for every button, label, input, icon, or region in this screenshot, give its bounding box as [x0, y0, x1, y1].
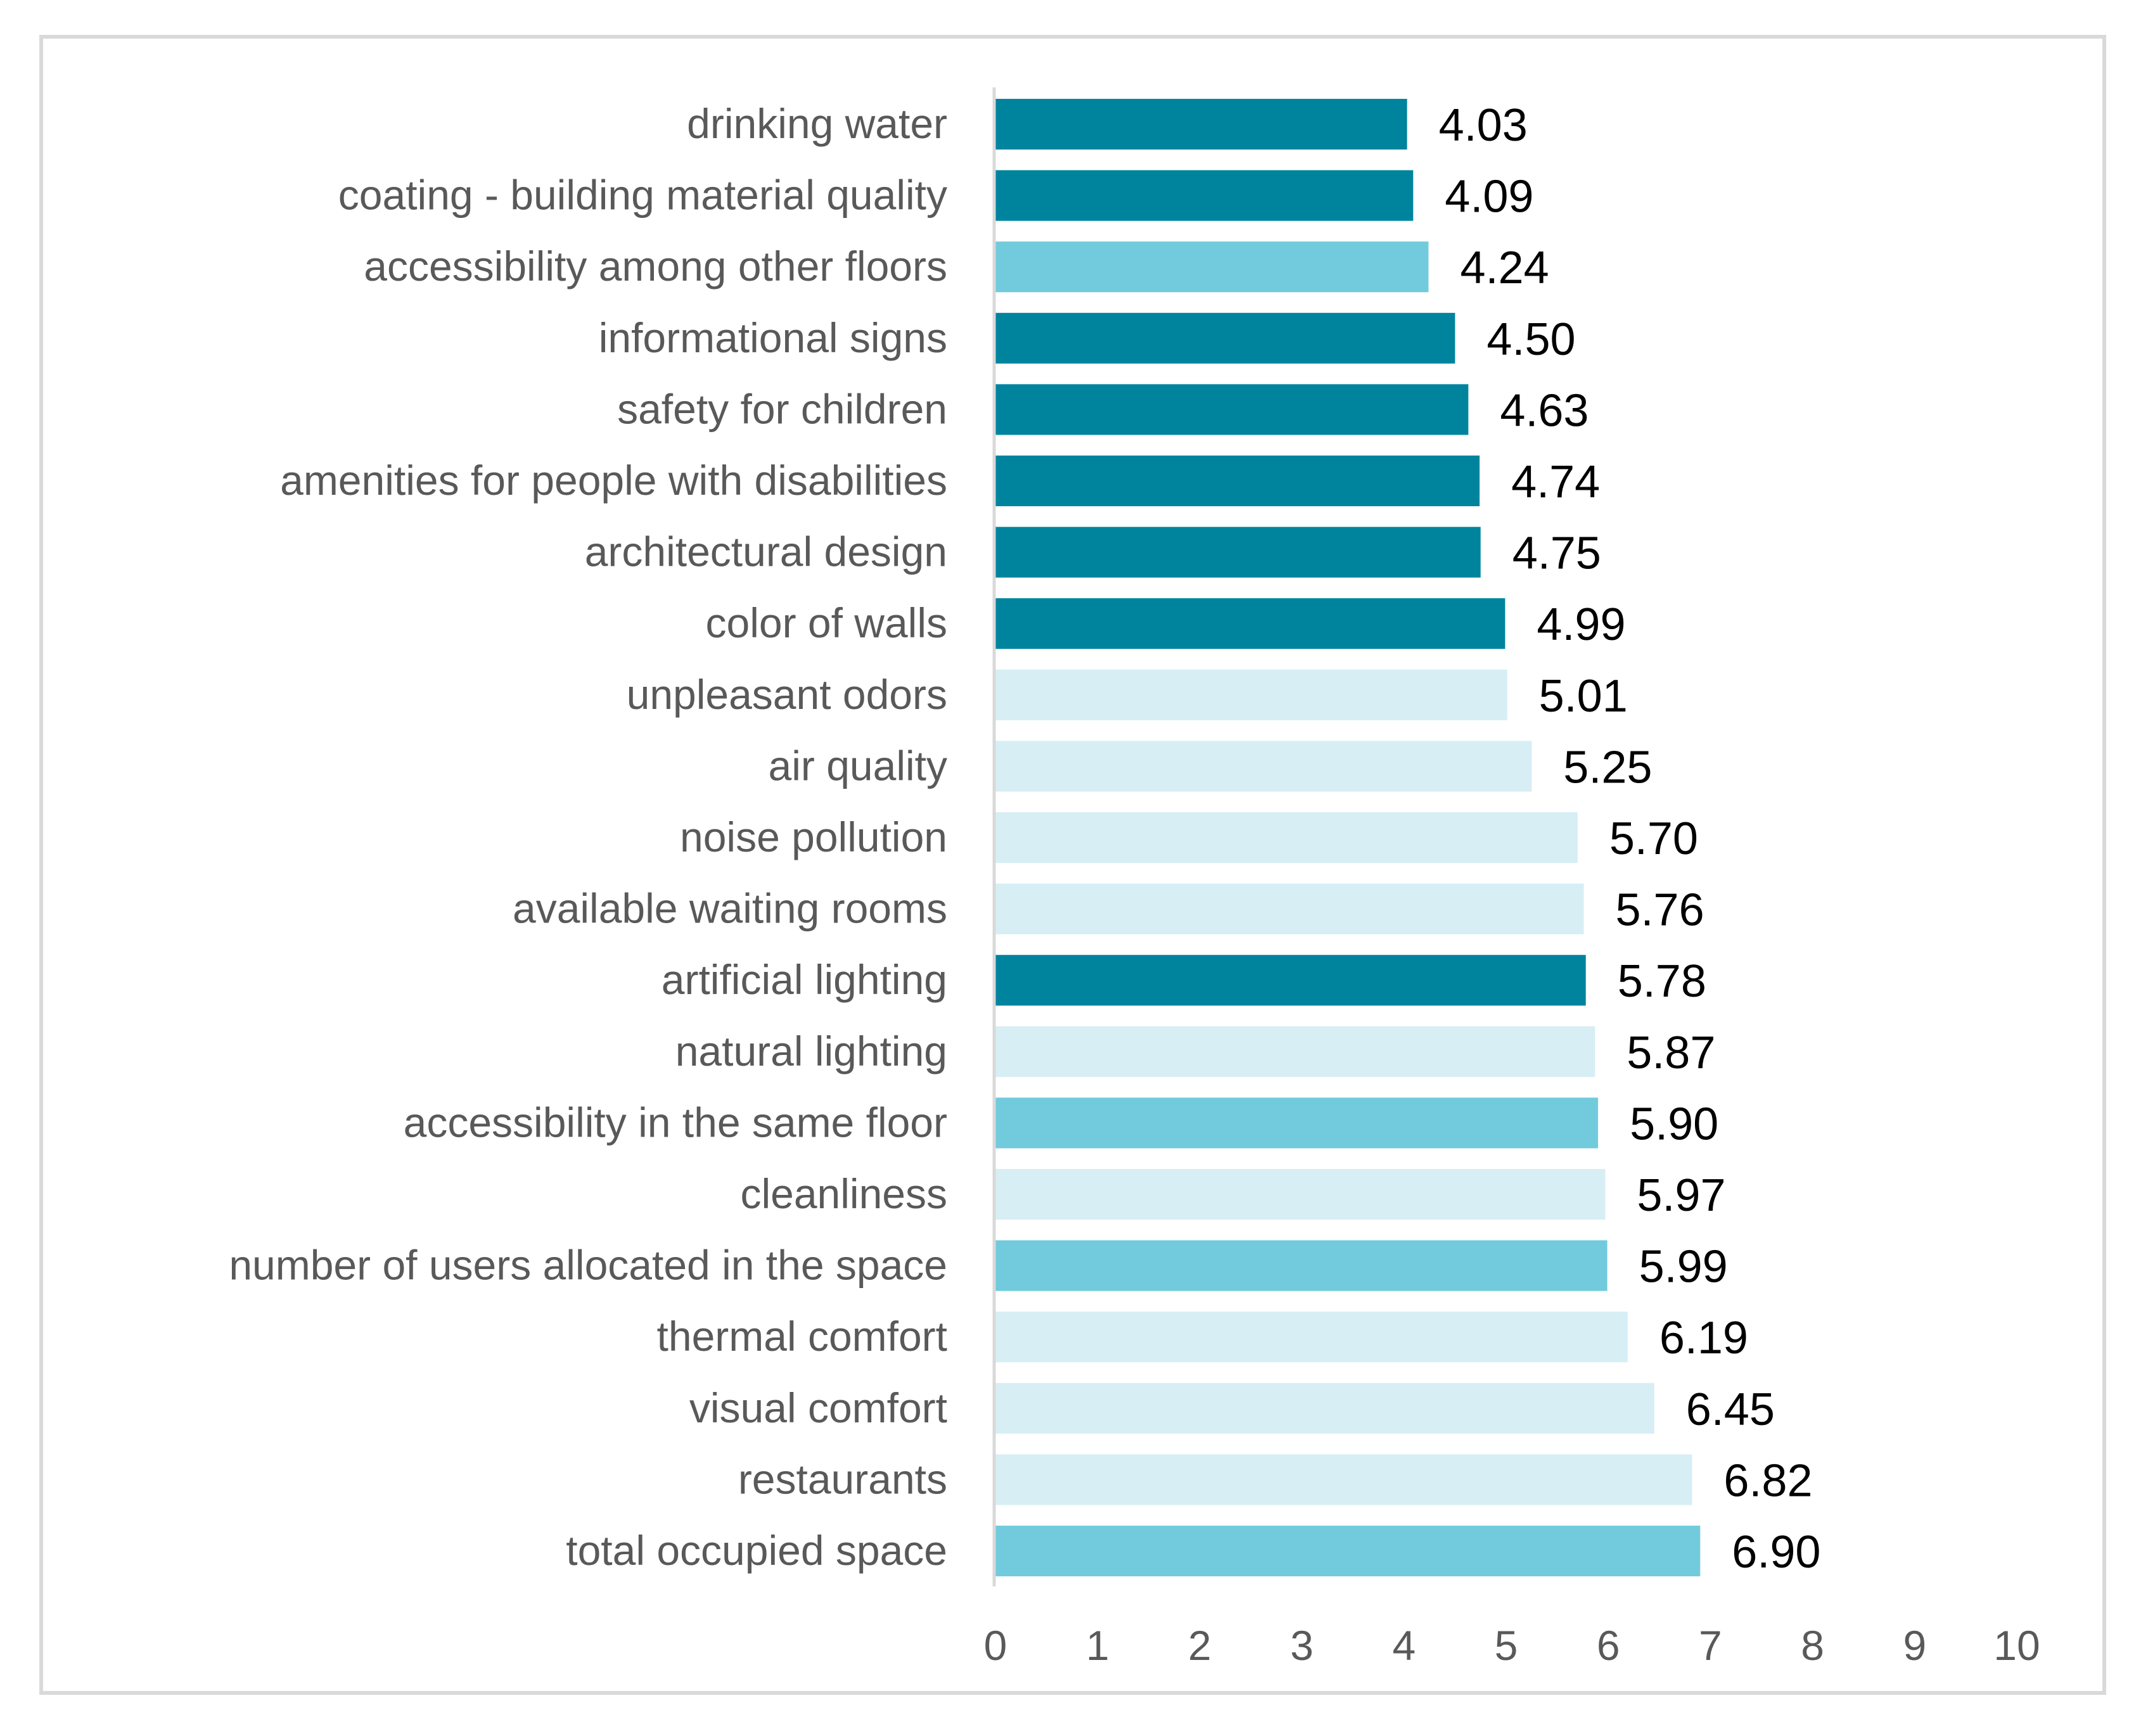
bar-2: [995, 241, 1429, 293]
value-label-13: 5.87: [1627, 1028, 1715, 1078]
bar-19: [995, 1454, 1692, 1505]
value-label-9: 5.25: [1563, 742, 1652, 793]
value-label-8: 5.01: [1539, 671, 1628, 722]
x-tick-label-1: 1: [1086, 1622, 1109, 1669]
category-label-18: visual comfort: [689, 1384, 947, 1431]
category-label-3: informational signs: [599, 314, 947, 361]
value-label-18: 6.45: [1686, 1384, 1775, 1435]
value-label-12: 5.78: [1618, 956, 1706, 1007]
category-label-5: amenities for people with disabilities: [280, 457, 947, 504]
bar-1: [995, 170, 1414, 221]
bar-0: [995, 99, 1407, 150]
x-tick-label-9: 9: [1903, 1622, 1926, 1669]
bar-4: [995, 384, 1469, 435]
x-tick-label-3: 3: [1290, 1622, 1314, 1669]
value-label-19: 6.82: [1723, 1455, 1812, 1506]
value-label-15: 5.97: [1637, 1170, 1725, 1221]
bar-5: [995, 456, 1480, 506]
category-label-4: safety for children: [617, 385, 947, 432]
value-label-17: 6.19: [1659, 1313, 1748, 1363]
bar-10: [995, 812, 1578, 863]
bar-6: [995, 527, 1481, 578]
category-label-7: color of walls: [706, 599, 947, 646]
category-label-15: cleanliness: [740, 1170, 947, 1217]
value-label-0: 4.03: [1439, 100, 1528, 151]
value-label-2: 4.24: [1460, 243, 1549, 293]
bar-12: [995, 955, 1586, 1006]
value-label-20: 6.90: [1732, 1527, 1820, 1578]
category-label-10: noise pollution: [680, 814, 947, 860]
category-label-8: unpleasant odors: [627, 671, 947, 718]
category-label-20: total occupied space: [566, 1527, 947, 1574]
value-label-16: 5.99: [1639, 1242, 1728, 1292]
category-label-14: accessibility in the same floor: [404, 1099, 947, 1146]
value-label-14: 5.90: [1630, 1099, 1718, 1149]
x-tick-label-7: 7: [1699, 1622, 1722, 1669]
value-label-5: 4.74: [1511, 457, 1600, 507]
x-tick-label-2: 2: [1188, 1622, 1212, 1669]
x-tick-label-4: 4: [1392, 1622, 1416, 1669]
value-label-4: 4.63: [1500, 385, 1589, 436]
value-label-10: 5.70: [1609, 814, 1698, 864]
bar-18: [995, 1382, 1654, 1434]
category-label-13: natural lighting: [675, 1028, 947, 1075]
category-label-6: architectural design: [585, 528, 947, 575]
category-label-12: artificial lighting: [662, 956, 947, 1003]
x-tick-label-10: 10: [1993, 1622, 2040, 1669]
bars-layer: [995, 99, 1701, 1576]
labels-layer: drinking water 4.03 coating - building mat…: [229, 100, 1820, 1578]
value-label-6: 4.75: [1512, 528, 1601, 579]
category-label-9: air quality: [769, 742, 947, 789]
axis-layer: 0 1 2 3 4 5 6 7 8 9 10: [984, 87, 2040, 1669]
bar-17: [995, 1312, 1628, 1363]
category-label-16: number of users allocated in the space: [229, 1242, 947, 1289]
category-label-0: drinking water: [687, 100, 947, 147]
category-label-1: coating - building material quality: [338, 172, 947, 219]
value-label-1: 4.09: [1445, 172, 1533, 222]
value-label-7: 4.99: [1537, 599, 1625, 650]
bar-3: [995, 312, 1455, 364]
value-label-3: 4.50: [1486, 314, 1575, 365]
category-label-11: available waiting rooms: [513, 885, 947, 932]
bar-16: [995, 1240, 1608, 1291]
x-tick-label-5: 5: [1495, 1622, 1518, 1669]
bar-11: [995, 883, 1584, 935]
bar-15: [995, 1169, 1606, 1220]
value-label-11: 5.76: [1616, 885, 1704, 936]
bar-7: [995, 598, 1506, 649]
bar-13: [995, 1026, 1595, 1077]
category-label-17: thermal comfort: [657, 1313, 947, 1360]
x-tick-label-0: 0: [984, 1622, 1007, 1669]
x-tick-label-8: 8: [1801, 1622, 1824, 1669]
category-label-2: accessibility among other floors: [364, 243, 947, 290]
bar-8: [995, 669, 1507, 720]
x-tick-label-6: 6: [1597, 1622, 1620, 1669]
bar-9: [995, 741, 1532, 792]
category-label-19: restaurants: [738, 1455, 947, 1502]
bar-20: [995, 1526, 1701, 1576]
bar-14: [995, 1097, 1599, 1149]
